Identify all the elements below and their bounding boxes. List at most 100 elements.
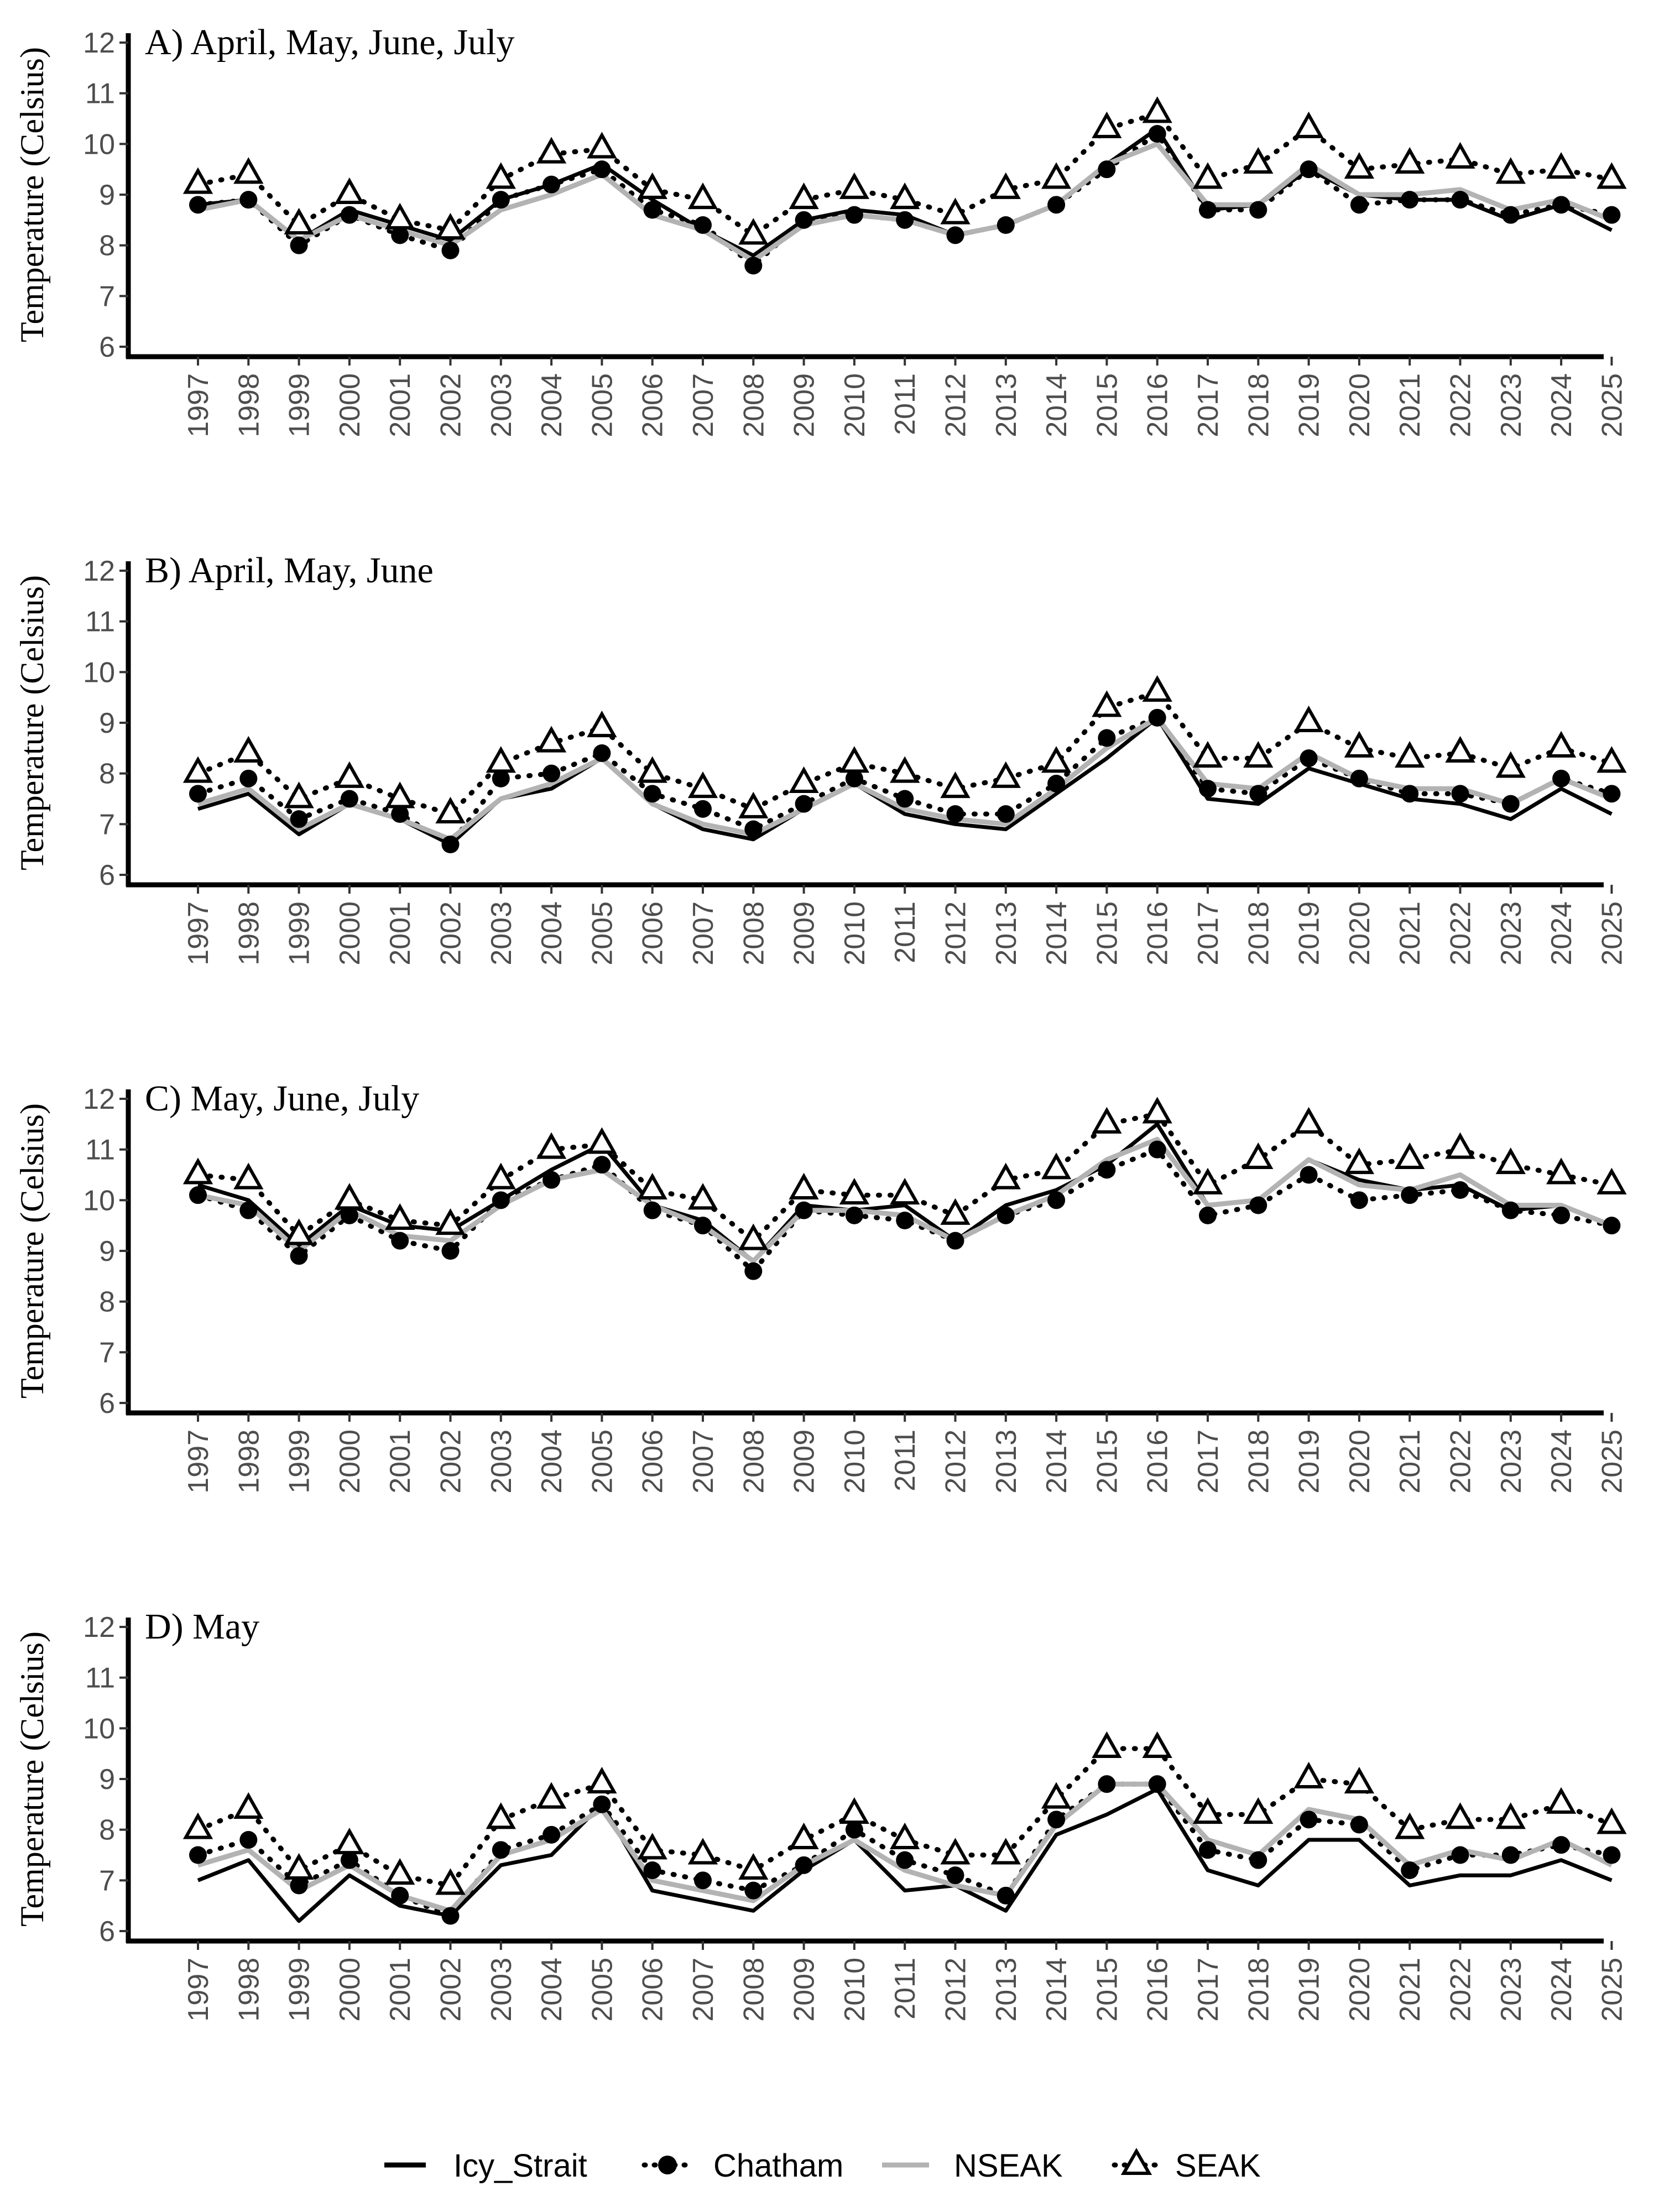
data-point-seak	[940, 1838, 971, 1865]
x-tick-label: 2022	[1445, 1958, 1477, 2022]
data-point-seak	[789, 1172, 819, 1199]
data-point-chatham	[694, 216, 712, 234]
data-point-seak	[182, 756, 213, 783]
data-point-chatham	[1300, 1166, 1318, 1184]
y-tick-label: 6	[99, 1916, 115, 1948]
data-point-chatham	[896, 790, 914, 808]
data-point-chatham	[643, 201, 661, 219]
data-point-seak	[687, 1838, 718, 1865]
x-tick-label: 2020	[1344, 901, 1376, 966]
data-point-seak	[1293, 111, 1324, 138]
x-tick-label: 2003	[486, 373, 518, 437]
x-tick-label: 1998	[233, 1958, 265, 2022]
series-line-nseak	[197, 1781, 1613, 1913]
data-point-seak	[990, 172, 1021, 199]
y-tick-label: 10	[83, 1713, 115, 1745]
x-tick-label: 2024	[1546, 373, 1578, 437]
data-point-chatham	[1501, 1201, 1520, 1219]
data-point-seak	[637, 1833, 667, 1860]
data-point-chatham	[189, 785, 207, 803]
data-point-chatham	[1401, 785, 1419, 803]
panel-a: A) April, May, June, July Temperature (Ce…	[14, 22, 1628, 437]
y-tick-label: 11	[85, 1662, 115, 1694]
data-point-chatham	[542, 764, 561, 782]
x-tick-label: 2022	[1445, 901, 1477, 966]
data-point-chatham	[643, 1861, 661, 1879]
x-tick-label: 2018	[1243, 1430, 1275, 1494]
data-point-chatham	[845, 1206, 863, 1224]
data-point-chatham	[340, 1851, 358, 1869]
data-point-chatham	[1148, 1775, 1166, 1793]
x-tick-label: 2017	[1192, 1958, 1224, 2022]
data-point-seak	[587, 1127, 617, 1154]
x-tick-label: 2001	[384, 901, 416, 966]
x-tick-label: 2012	[940, 1958, 972, 2022]
panel-title: C) May, June, July	[145, 1078, 419, 1119]
x-tick-label: 2012	[940, 901, 972, 966]
y-tick-label: 6	[99, 859, 115, 891]
x-tick-label: 2011	[889, 1430, 921, 1491]
data-point-chatham	[1047, 1191, 1066, 1209]
x-tick-label: 2023	[1495, 1430, 1527, 1494]
data-point-seak	[637, 172, 667, 199]
data-point-chatham	[441, 836, 460, 853]
x-tick-label: 2025	[1596, 1958, 1628, 2022]
y-tick-label: 11	[85, 1134, 115, 1166]
x-tick-label: 2017	[1192, 1430, 1224, 1494]
x-tick-label: 1998	[233, 1430, 265, 1494]
data-point-seak	[1041, 162, 1072, 189]
data-point-seak	[940, 1198, 971, 1225]
x-tick-label: 2014	[1041, 373, 1073, 437]
data-point-seak	[1243, 1142, 1274, 1169]
x-tick-label: 2010	[839, 901, 871, 966]
x-tick-label: 2016	[1142, 1958, 1174, 2022]
data-point-chatham	[1552, 1836, 1571, 1854]
data-point-seak	[1546, 152, 1577, 179]
x-tick-label: 2023	[1495, 1958, 1527, 2022]
series-line-icy-strait	[197, 1122, 1613, 1263]
data-point-seak	[738, 1853, 769, 1880]
x-tick-label: 2007	[687, 901, 719, 966]
data-point-chatham	[1098, 1775, 1116, 1793]
legend-item-nseak: NSEAK	[882, 2148, 1063, 2184]
data-point-seak	[587, 132, 617, 159]
data-point-seak	[334, 1828, 365, 1855]
data-point-seak	[334, 177, 365, 204]
x-tick-label: 2025	[1596, 901, 1628, 966]
data-point-seak	[486, 1162, 516, 1190]
data-point-chatham	[1401, 1186, 1419, 1204]
x-tick-label: 1998	[233, 901, 265, 966]
data-point-chatham	[1603, 206, 1621, 224]
data-point-chatham	[694, 800, 712, 818]
data-point-chatham	[391, 1886, 409, 1905]
data-point-chatham	[441, 1242, 460, 1260]
x-tick-label: 2000	[334, 1430, 366, 1494]
x-tick-label: 2000	[334, 373, 366, 437]
x-tick-label: 2019	[1293, 373, 1326, 437]
data-point-seak	[435, 1868, 466, 1895]
data-point-chatham	[694, 1217, 712, 1235]
data-point-seak	[1293, 1761, 1324, 1788]
data-point-seak	[839, 1797, 870, 1824]
data-point-chatham	[795, 1201, 813, 1219]
data-point-seak	[1041, 746, 1072, 773]
data-point-seak	[1495, 751, 1526, 778]
data-point-chatham	[744, 1881, 763, 1900]
data-point-chatham	[896, 1212, 914, 1229]
series-line-icy-strait	[197, 716, 1613, 847]
data-point-chatham	[1603, 1846, 1621, 1864]
data-point-seak	[789, 766, 819, 793]
data-point-chatham	[492, 191, 510, 209]
data-point-seak	[1597, 1167, 1627, 1194]
data-point-seak	[789, 182, 819, 210]
data-point-chatham	[694, 1871, 712, 1890]
data-point-seak	[587, 711, 617, 738]
y-tick-label: 9	[99, 179, 115, 211]
x-tick-label: 2012	[940, 1430, 972, 1494]
data-point-seak	[486, 746, 516, 773]
data-point-seak	[1597, 1807, 1627, 1834]
data-point-seak	[182, 167, 213, 194]
data-point-chatham	[946, 805, 964, 823]
data-point-seak	[536, 1132, 567, 1159]
legend-swatch-seak-marker	[1120, 2147, 1152, 2175]
